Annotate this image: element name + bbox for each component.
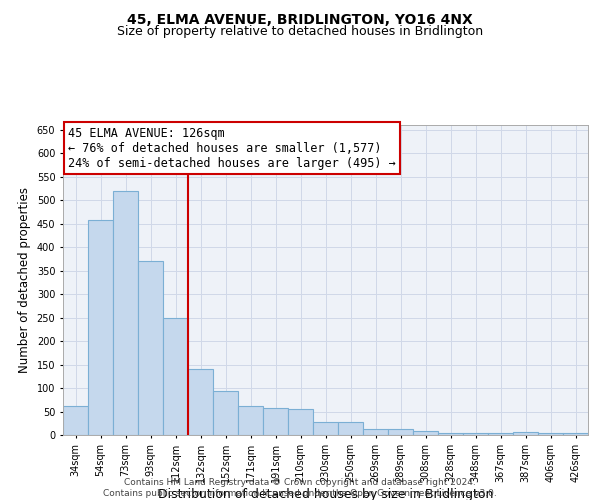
Bar — [138, 261, 163, 435]
Bar — [413, 431, 438, 435]
Bar — [313, 422, 338, 435]
Bar — [538, 432, 563, 435]
Text: 45 ELMA AVENUE: 126sqm
← 76% of detached houses are smaller (1,577)
24% of semi-: 45 ELMA AVENUE: 126sqm ← 76% of detached… — [68, 126, 396, 170]
Bar — [363, 430, 388, 435]
Bar — [113, 191, 138, 435]
Bar — [438, 432, 463, 435]
Bar — [238, 406, 263, 435]
X-axis label: Distribution of detached houses by size in Bridlington: Distribution of detached houses by size … — [158, 488, 493, 500]
Bar — [488, 432, 513, 435]
Bar — [288, 409, 313, 435]
Bar — [388, 430, 413, 435]
Bar — [88, 220, 113, 435]
Bar — [513, 432, 538, 435]
Bar — [338, 422, 363, 435]
Bar — [563, 433, 588, 435]
Bar — [188, 369, 213, 435]
Bar — [63, 406, 88, 435]
Text: Size of property relative to detached houses in Bridlington: Size of property relative to detached ho… — [117, 25, 483, 38]
Bar — [213, 392, 238, 435]
Bar — [263, 408, 288, 435]
Bar — [163, 318, 188, 435]
Bar — [463, 432, 488, 435]
Text: Contains HM Land Registry data © Crown copyright and database right 2024.
Contai: Contains HM Land Registry data © Crown c… — [103, 478, 497, 498]
Y-axis label: Number of detached properties: Number of detached properties — [18, 187, 31, 373]
Text: 45, ELMA AVENUE, BRIDLINGTON, YO16 4NX: 45, ELMA AVENUE, BRIDLINGTON, YO16 4NX — [127, 12, 473, 26]
